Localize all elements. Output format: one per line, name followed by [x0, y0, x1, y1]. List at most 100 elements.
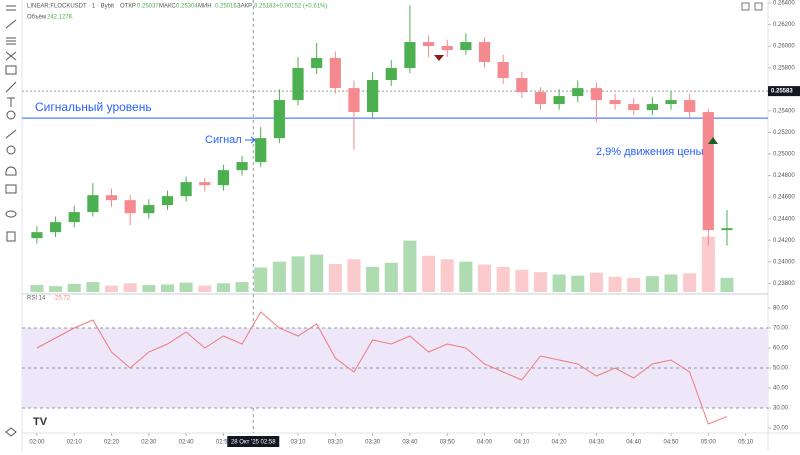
candle-body — [161, 196, 174, 206]
crosshair-label: 28 Окт '25 02:58 — [231, 440, 276, 446]
volume-bar — [440, 259, 454, 292]
candle-body — [572, 88, 584, 97]
signal-arrow — [245, 136, 256, 144]
x-tick-label: 04:30 — [589, 440, 605, 446]
candle-body — [422, 42, 435, 47]
ohlc-value: 0.25183 — [254, 4, 276, 10]
x-tick-label: 04:40 — [626, 440, 642, 446]
volume-bar — [664, 274, 678, 292]
tool-icon[interactable] — [5, 166, 17, 176]
volume-bar — [627, 277, 641, 292]
volume-bar — [384, 262, 398, 292]
x-tick-label: 02:50 — [216, 440, 232, 446]
price-label: 0.25583 — [771, 89, 793, 95]
y-tick-label: 0.25200 — [773, 130, 795, 136]
y-tick-label: 0.26000 — [773, 44, 795, 50]
tool-icon[interactable] — [5, 427, 17, 437]
x-tick-label: 02:20 — [104, 440, 120, 446]
tool-icon[interactable] — [6, 145, 16, 155]
volume-name: Объём — [27, 15, 46, 21]
y-tick-label: 20.00 — [773, 426, 789, 432]
x-tick-label: 04:10 — [514, 440, 530, 446]
volume-bar — [608, 276, 622, 292]
tool-icon[interactable] — [6, 110, 16, 120]
tool-icon[interactable] — [7, 97, 15, 107]
candle-body — [367, 80, 379, 113]
volume-bar — [272, 261, 286, 292]
y-tick-label: 0.23800 — [773, 281, 795, 287]
volume-bar — [683, 273, 697, 292]
volume-value: 242.127K — [47, 15, 73, 21]
candle-body — [199, 182, 211, 186]
tv-logo: TV — [33, 416, 48, 428]
tool-icon[interactable] — [6, 5, 16, 11]
candle-body — [516, 78, 528, 93]
candle-body — [124, 200, 136, 214]
tool-icon[interactable] — [5, 81, 17, 93]
rsi-name: RSI 14 — [27, 296, 46, 302]
candle-body — [702, 112, 714, 231]
y-tick-label: 0.24200 — [773, 238, 795, 244]
y-tick-label: 50.00 — [773, 366, 789, 372]
candle-body — [628, 104, 640, 111]
y-tick-label: 0.24400 — [773, 216, 795, 222]
candle-body — [534, 92, 547, 105]
volume-bar — [310, 254, 324, 292]
candle-body — [684, 100, 696, 113]
control-icon[interactable] — [754, 2, 763, 11]
volume-bar — [123, 283, 137, 292]
y-tick-label: 0.24600 — [773, 195, 795, 201]
volume-bar — [459, 261, 473, 292]
candle-body — [236, 162, 248, 171]
tool-icon[interactable] — [5, 65, 17, 75]
candle-body — [87, 195, 99, 213]
candle-body — [180, 182, 192, 197]
x-tick-label: 05:10 — [738, 440, 754, 446]
volume-bar — [701, 236, 715, 292]
volume-bar — [403, 240, 417, 292]
y-tick-label: 80.00 — [773, 306, 789, 312]
x-tick-label: 03:10 — [291, 440, 307, 446]
tool-icon[interactable] — [5, 184, 17, 194]
volume-bar — [198, 285, 212, 292]
x-tick-label: 03:40 — [402, 440, 418, 446]
move-annotation: 2,9% движения цены — [596, 146, 704, 158]
tool-icon[interactable] — [6, 231, 16, 242]
tool-icon[interactable] — [5, 51, 17, 61]
volume-bar — [571, 275, 585, 292]
control-icon[interactable] — [741, 2, 750, 11]
volume-bar — [291, 256, 305, 292]
y-tick-label: 0.24000 — [773, 259, 795, 265]
symbol-title: LINEAR:FLOCKUSDT · 1 · Bybit — [27, 4, 114, 10]
ohlc-value: 0.25016 — [215, 4, 237, 10]
y-tick-label: 70.00 — [773, 326, 789, 332]
y-tick-label: 40.00 — [773, 386, 789, 392]
x-tick-label: 02:00 — [29, 440, 45, 446]
candle-body — [385, 68, 397, 81]
volume-bar — [49, 286, 63, 292]
volume-bar — [496, 266, 510, 292]
crosshair-label-box — [227, 436, 280, 447]
ohlc-value: 0.25304 — [176, 4, 198, 10]
volume-bar — [254, 267, 268, 292]
candle-body — [665, 100, 677, 105]
candle-body — [68, 212, 80, 223]
y-tick-label: 0.24800 — [773, 173, 795, 179]
candle-body — [460, 42, 472, 51]
tool-icon[interactable] — [5, 19, 17, 29]
tool-icon[interactable] — [6, 37, 16, 45]
tool-icon[interactable] — [5, 210, 17, 218]
candle-body — [609, 100, 621, 105]
volume-bar — [235, 282, 249, 292]
volume-bar — [30, 284, 44, 292]
volume-bar — [552, 274, 566, 292]
volume-bar — [104, 285, 119, 292]
candle-body — [49, 222, 62, 233]
x-tick-label: 03:50 — [440, 440, 456, 446]
toolbar — [5, 5, 17, 437]
tool-icon[interactable] — [5, 129, 17, 139]
down-marker — [434, 55, 444, 61]
volume-bar — [533, 272, 547, 292]
candle-body — [311, 58, 323, 69]
